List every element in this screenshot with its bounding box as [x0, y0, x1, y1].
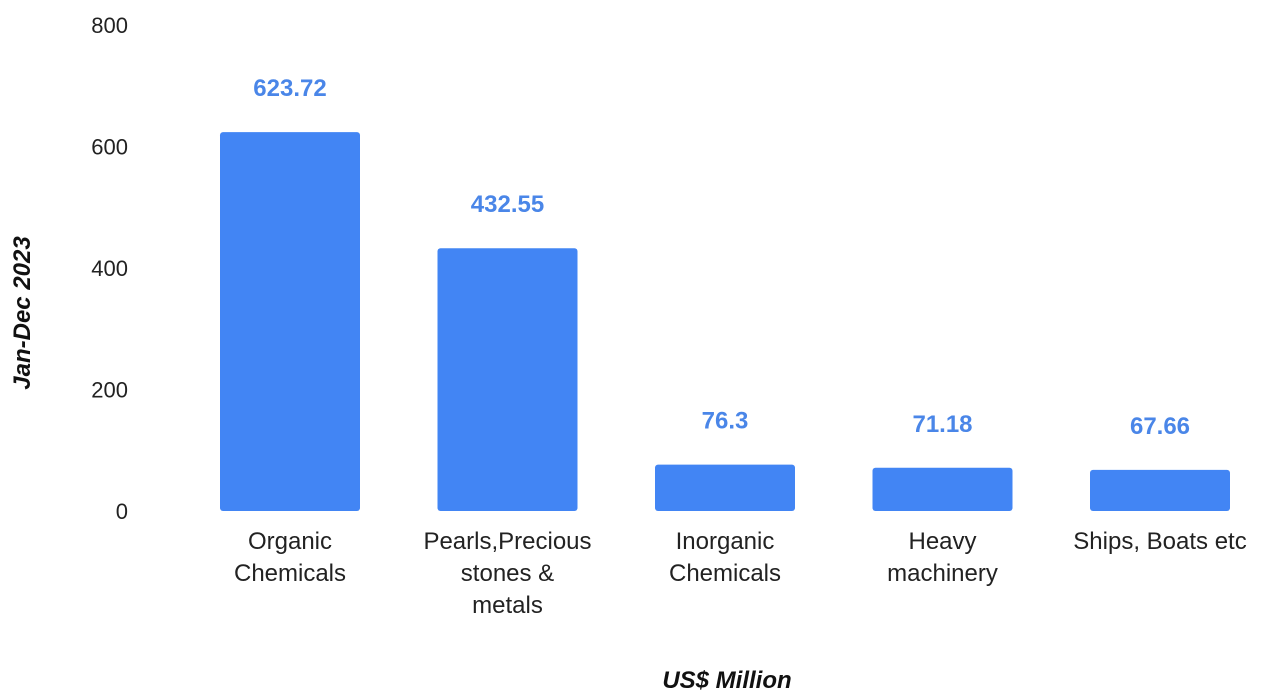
x-category-label: Ships, Boats etc — [1073, 528, 1246, 555]
x-category-label-line: Heavy — [908, 528, 976, 555]
bars — [220, 132, 1230, 512]
x-category-label: Organic Chemicals — [234, 528, 346, 587]
x-axis-category-labels: Organic Chemicals Pearls,Precious stones & m… — [234, 528, 1247, 619]
bar — [437, 248, 578, 511]
x-category-label: Inorganic Chemicals — [669, 528, 781, 587]
x-category-label-line: Chemicals — [234, 560, 346, 587]
x-category-label-line: machinery — [887, 560, 998, 587]
y-tick-label: 200 — [91, 378, 128, 403]
bar — [872, 467, 1013, 511]
y-tick-label: 600 — [91, 135, 128, 160]
x-category-label-line: Chemicals — [669, 560, 781, 587]
y-axis-ticks: 0 200 400 600 800 — [91, 13, 128, 524]
x-category-label-line: Organic — [248, 528, 332, 555]
y-axis-title: Jan-Dec 2023 — [9, 236, 36, 390]
x-axis-title: US$ Million — [662, 667, 791, 693]
data-labels: 623.72 432.55 76.3 71.18 67.66 — [253, 75, 1190, 440]
x-category-label: Pearls,Precious stones & metals — [423, 528, 591, 619]
data-label: 71.18 — [912, 411, 972, 438]
x-category-label-line: metals — [472, 592, 543, 619]
bar — [1090, 469, 1230, 511]
data-label: 432.55 — [471, 191, 544, 218]
bar — [655, 464, 795, 511]
y-tick-label: 400 — [91, 256, 128, 281]
x-category-label-line: Pearls,Precious — [423, 528, 591, 555]
x-category-label-line: stones & — [461, 560, 554, 587]
x-category-label-line: Inorganic — [676, 528, 775, 555]
x-category-label: Heavy machinery — [887, 528, 998, 587]
data-label: 76.3 — [702, 408, 749, 435]
bar — [220, 132, 360, 512]
x-category-label-line: Ships, Boats etc — [1073, 528, 1246, 555]
data-label: 67.66 — [1130, 413, 1190, 440]
data-label: 623.72 — [253, 75, 326, 102]
y-tick-label: 800 — [91, 13, 128, 38]
y-tick-label: 0 — [116, 499, 128, 524]
